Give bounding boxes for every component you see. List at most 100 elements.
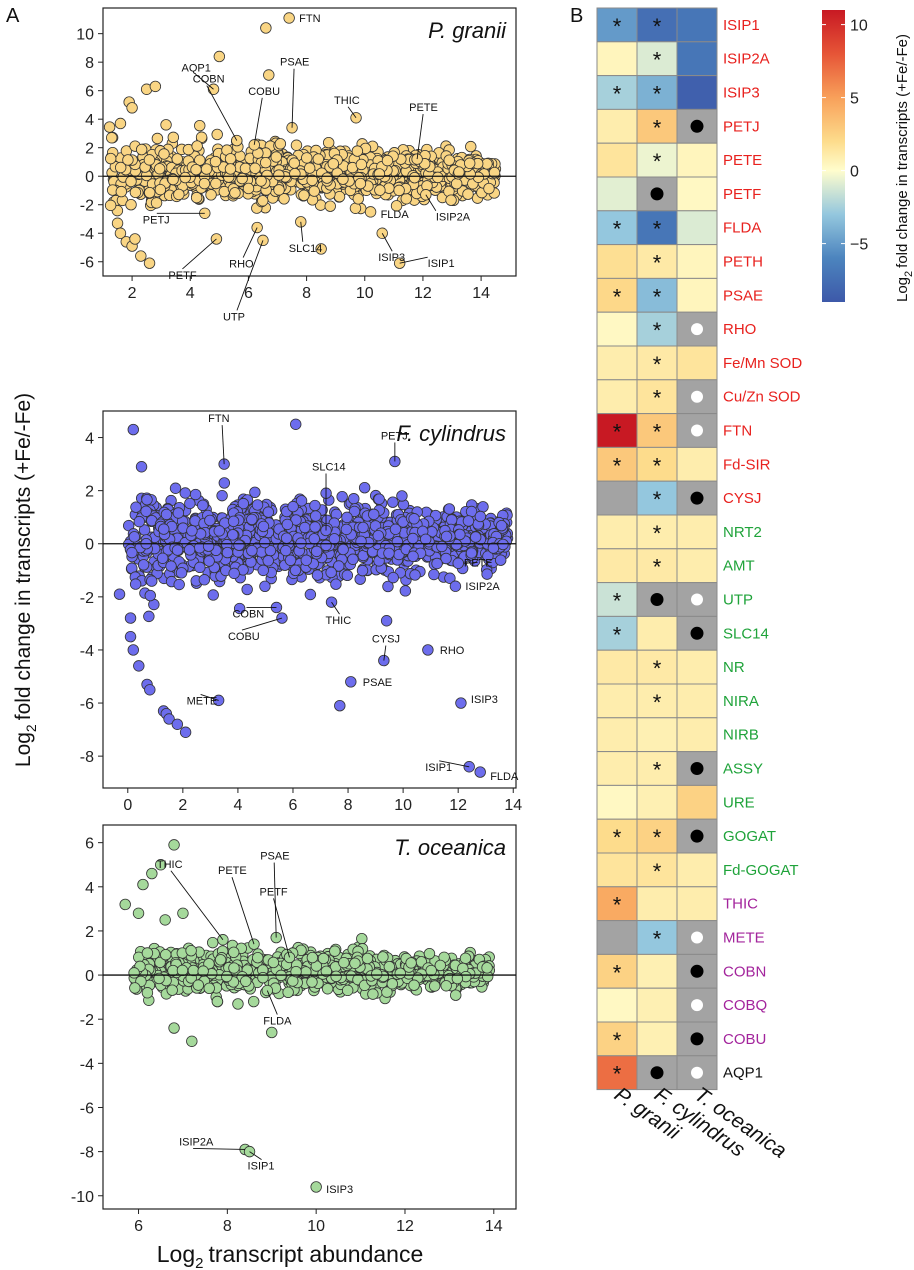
heatmap-cell-nr-0 (596, 649, 638, 685)
y-tick-label: -6 (80, 1100, 94, 1117)
data-point (137, 559, 150, 571)
data-point (166, 984, 178, 996)
data-point (320, 539, 332, 552)
outlier-point (266, 1026, 278, 1039)
data-point (200, 163, 213, 175)
data-point (151, 132, 164, 145)
gene-leader-line (416, 114, 424, 160)
data-point (129, 578, 142, 590)
gene-label-slc14: SLC14 (289, 243, 323, 255)
data-point (210, 177, 222, 190)
data-point (348, 493, 360, 505)
significance-asterisk: * (653, 825, 662, 850)
data-point (454, 528, 466, 541)
data-point (443, 503, 456, 515)
gene-label-rho: RHO (440, 645, 465, 657)
black-dot-marker (650, 593, 664, 606)
data-point (203, 982, 215, 994)
data-point (128, 531, 141, 543)
data-point (281, 518, 294, 531)
x-tick-label: 2 (128, 285, 137, 302)
data-point (481, 962, 493, 974)
heatmap-cell-amt-0 (596, 548, 638, 584)
heatmap-cell-nira-1 (636, 683, 678, 719)
row-label-nr: NR (723, 659, 745, 676)
heatmap-cell-psae-2 (676, 277, 718, 313)
significance-asterisk: * (653, 149, 662, 174)
data-point (453, 166, 465, 178)
gene-leader-line (399, 256, 428, 264)
data-point (351, 145, 364, 157)
data-point (303, 162, 316, 174)
x-tick-label: 8 (302, 285, 311, 302)
data-point (194, 561, 206, 574)
data-point (165, 560, 177, 572)
data-point (158, 523, 170, 535)
data-point (192, 979, 205, 991)
outlier-point (132, 907, 145, 919)
shared-y-axis-label: Log2fold change in transcripts (+Fe/-Fe) (12, 393, 39, 767)
data-point (104, 199, 117, 212)
data-point (481, 568, 493, 580)
data-point (158, 148, 170, 160)
data-point (304, 588, 317, 601)
row-label-nira: NIRA (723, 693, 759, 710)
row-label-slc14: SLC14 (723, 625, 769, 642)
data-point (224, 163, 237, 175)
y-tick-label: -8 (80, 1145, 94, 1162)
data-point (440, 980, 452, 992)
data-point (381, 154, 394, 167)
data-point (452, 557, 464, 569)
data-point (306, 951, 319, 964)
significance-asterisk: * (653, 453, 662, 478)
data-point (381, 986, 393, 998)
x-tick-label: 10 (356, 285, 374, 302)
row-label-utp: UTP (723, 592, 753, 609)
y-tick-label: 0 (85, 169, 94, 186)
data-point (259, 536, 271, 549)
x-tick-label: 14 (472, 285, 490, 302)
data-point (280, 544, 292, 557)
gene-leader-line (266, 990, 278, 1015)
data-point (356, 933, 368, 945)
row-label-cobn: COBN (723, 963, 766, 980)
data-point (373, 168, 386, 180)
data-point (257, 564, 269, 577)
heatmap-cell-cobu-1 (636, 1021, 678, 1057)
row-label-cu-zn-sod: Cu/Zn SOD (723, 389, 801, 406)
significance-asterisk: * (653, 386, 662, 411)
data-point (357, 521, 369, 534)
row-label-flda: FLDA (723, 220, 761, 237)
data-point (372, 529, 384, 542)
significance-asterisk: * (653, 656, 662, 681)
data-point (355, 535, 367, 548)
heatmap-cell-psae-0 (596, 277, 638, 313)
data-point (440, 552, 452, 565)
significance-asterisk: * (613, 960, 622, 985)
white-dot-marker (691, 1066, 703, 1079)
data-point (354, 177, 367, 190)
data-point (143, 154, 156, 166)
significance-asterisk: * (613, 217, 622, 242)
significance-asterisk: * (613, 1028, 622, 1053)
row-label-fd-gogat: Fd-GOGAT (723, 862, 799, 879)
data-point (428, 980, 441, 992)
gene-point-flda (474, 766, 486, 778)
x-tick-label: 4 (186, 285, 195, 302)
y-tick-label: 2 (85, 141, 94, 158)
data-point (156, 552, 169, 564)
data-point (338, 956, 350, 969)
outlier-point (141, 947, 154, 959)
gene-point-psae (345, 676, 357, 688)
data-point (462, 515, 475, 527)
heatmap-cell-ftn-0 (596, 413, 638, 448)
data-point (105, 152, 117, 165)
data-point (203, 555, 215, 567)
data-point (204, 514, 216, 527)
gene-point-isip1 (463, 761, 475, 773)
black-dot-marker (690, 491, 704, 505)
data-point (324, 200, 336, 212)
x-tick-label: 8 (223, 1218, 232, 1235)
data-point (241, 583, 253, 596)
